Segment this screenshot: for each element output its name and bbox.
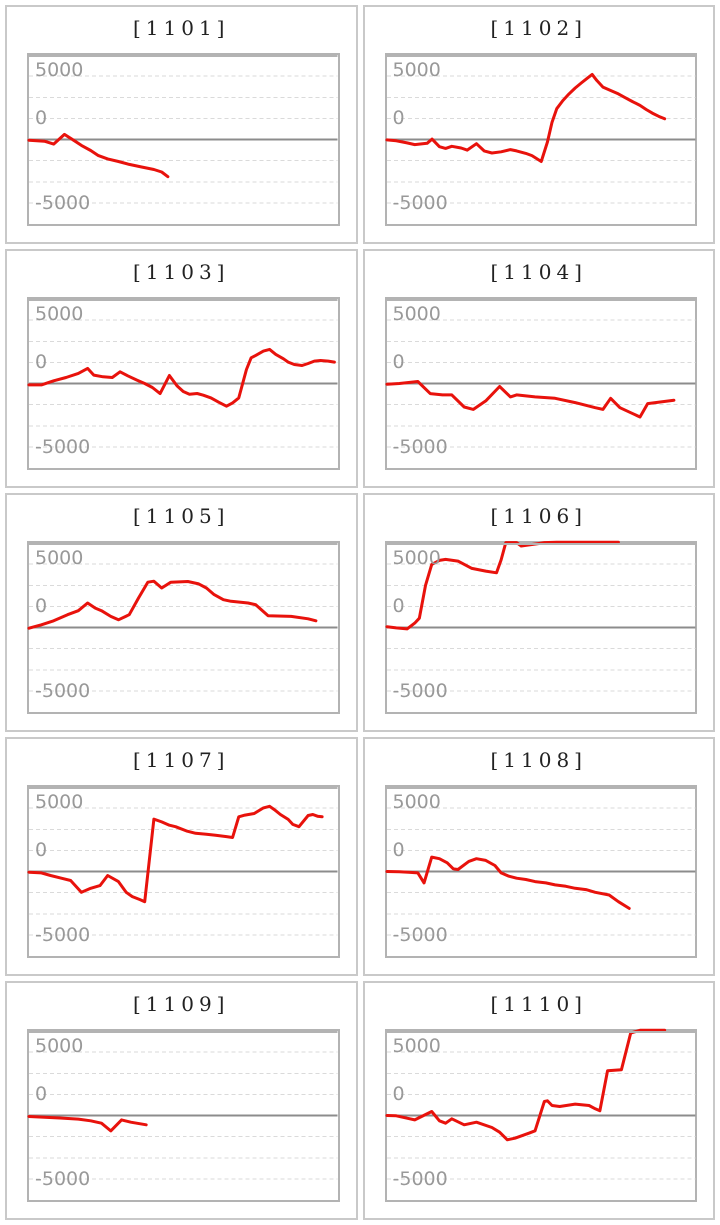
chart-title: [1108] [490, 748, 587, 772]
chart-cell-1108: [1108] 5000 0 -5000 [362, 737, 715, 976]
chart-cell-1105: [1105] 5000 0 -5000 [5, 493, 358, 732]
chart-title: [1107] [132, 748, 230, 772]
chart-cell-1102: [1102] 5000 0 -5000 [362, 5, 715, 244]
plot-area: 5000 0 -5000 [27, 785, 340, 958]
plot-area: 5000 0 -5000 [27, 541, 340, 714]
line-chart-svg [385, 299, 695, 448]
line-chart-svg [27, 299, 338, 448]
plot-area: 5000 0 -5000 [27, 297, 340, 470]
chart-cell-1101: [1101] 5000 0 -5000 [5, 5, 358, 244]
chart-title: [1101] [132, 16, 230, 40]
chart-cell-1103: [1103] 5000 0 -5000 [5, 249, 358, 488]
plot-area: 5000 0 -5000 [384, 53, 697, 226]
chart-title: [1106] [490, 504, 587, 528]
chart-cell-1109: [1109] 5000 0 -5000 [5, 981, 358, 1220]
chart-title: [1105] [132, 504, 230, 528]
line-chart-svg [385, 1028, 695, 1180]
plot-area: 5000 0 -5000 [384, 785, 697, 958]
line-chart-svg [385, 540, 695, 692]
plot-area: 5000 0 -5000 [384, 297, 697, 470]
line-chart-svg [27, 55, 338, 204]
plot-area: 5000 0 -5000 [384, 540, 697, 714]
chart-cell-1107: [1107] 5000 0 -5000 [5, 737, 358, 976]
plot-area: 5000 0 -5000 [27, 53, 340, 226]
chart-title: [1109] [132, 992, 230, 1016]
chart-title: [1110] [490, 992, 587, 1016]
chart-title: [1104] [490, 260, 587, 284]
chart-cell-1106: [1106] 5000 0 -5000 [362, 493, 715, 732]
chart-title: [1103] [132, 260, 230, 284]
line-chart-svg [27, 1031, 338, 1180]
plot-area: 5000 0 -5000 [27, 1029, 340, 1202]
line-chart-svg [27, 543, 338, 692]
line-chart-svg [27, 787, 338, 936]
line-chart-svg [385, 55, 695, 204]
line-chart-svg [385, 787, 695, 936]
chart-cell-1104: [1104] 5000 0 -5000 [362, 249, 715, 488]
plot-area: 5000 0 -5000 [384, 1028, 697, 1202]
chart-title: [1102] [490, 16, 587, 40]
chart-cell-1110: [1110] 5000 0 -5000 [362, 981, 715, 1220]
